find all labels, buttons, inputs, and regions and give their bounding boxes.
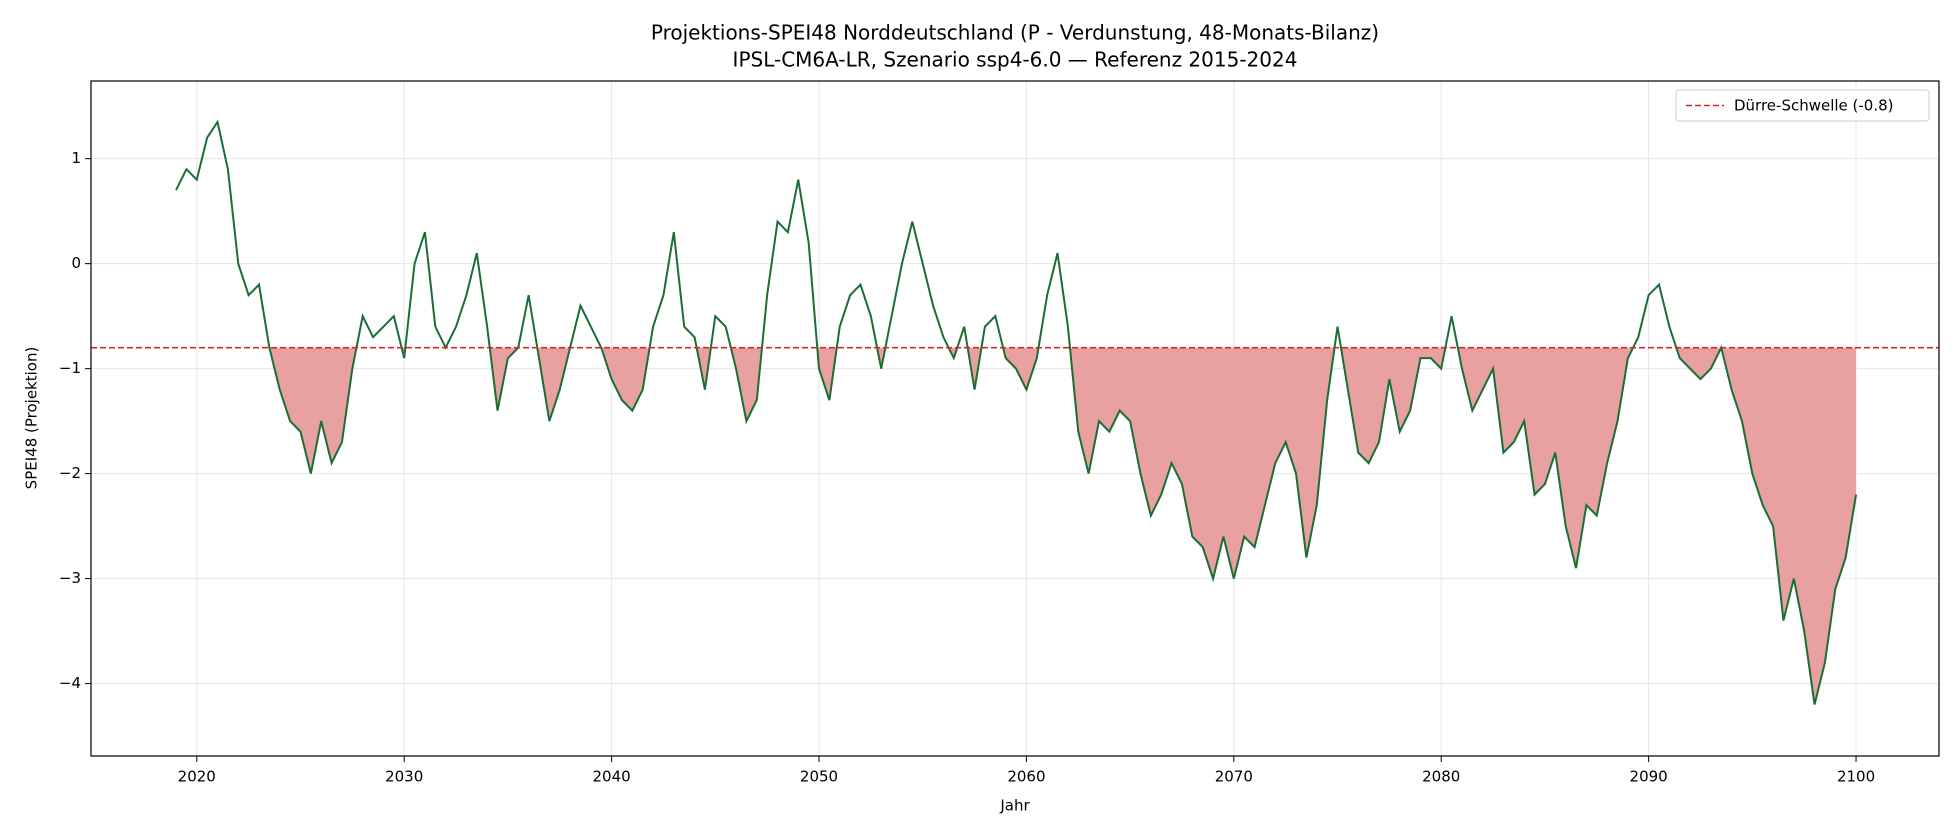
x-tick-label: 2070: [1215, 768, 1253, 786]
chart-title: Projektions-SPEI48 Norddeutschland (P - …: [651, 21, 1379, 45]
plot-frame: [90, 80, 1940, 757]
x-tick-label: 2020: [178, 768, 216, 786]
x-axis-label: Jahr: [999, 797, 1030, 815]
y-tick-label: −3: [59, 569, 81, 587]
x-tick-label: 2030: [385, 768, 423, 786]
line: [175, 119, 1858, 705]
x-tick-label: 2080: [1422, 768, 1460, 786]
y-tick-label: 0: [71, 254, 81, 272]
x-tick-label: 2050: [800, 768, 838, 786]
y-tick-label: −2: [59, 464, 81, 482]
y-tick-label: 1: [71, 149, 81, 167]
legend-box: [1675, 89, 1930, 122]
y-tick-label: −4: [59, 674, 81, 692]
y-axis-label: SPEI48 (Projektion): [23, 347, 41, 490]
x-tick-label: 2100: [1837, 768, 1875, 786]
drought-area: [176, 347, 1857, 705]
x-tick-label: 2060: [1007, 768, 1045, 786]
x-tick-label: 2040: [592, 768, 630, 786]
chart-subtitle: IPSL-CM6A-LR, Szenario ssp4-6.0 — Refere…: [733, 48, 1298, 72]
x-tick-label: 2090: [1630, 768, 1668, 786]
y-tick-label: −1: [59, 359, 81, 377]
legend-label: Dürre-Schwelle (-0.8): [1734, 97, 1894, 115]
